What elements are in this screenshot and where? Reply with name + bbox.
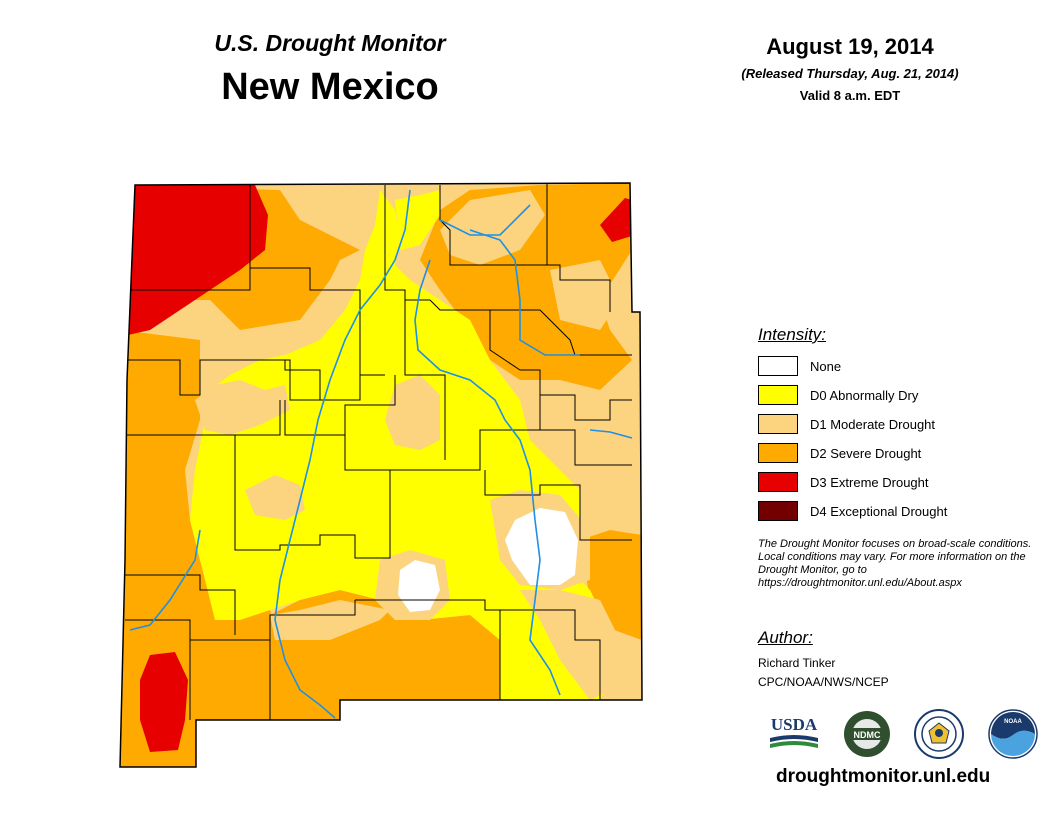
- legend-swatch: [758, 501, 798, 521]
- d3-area-northeast: [600, 198, 632, 242]
- map-subtitle: U.S. Drought Monitor: [214, 30, 446, 56]
- author-name: Richard Tinker: [758, 656, 836, 670]
- legend-label: None: [810, 358, 842, 374]
- usda-logo: USDA: [770, 715, 818, 748]
- d1-area-west-island: [245, 475, 305, 520]
- d1-area-south-band: [270, 600, 390, 640]
- county-borders: [120, 183, 632, 720]
- mora-river: [439, 204, 531, 236]
- website-url[interactable]: droughtmonitor.unl.edu: [776, 766, 991, 787]
- disclaimer-text: The Drought Monitor focuses on broad-sca…: [758, 538, 1032, 589]
- canadian-river: [469, 229, 580, 356]
- d2-area-south: [190, 590, 500, 720]
- d0-area-north-strip: [395, 190, 440, 250]
- map-title: New Mexico: [221, 66, 439, 108]
- legend-item: D0 Abnormally Dry: [758, 384, 918, 406]
- legend-swatch: [758, 443, 798, 463]
- legend-swatch: [758, 356, 798, 376]
- rivers: [129, 189, 633, 719]
- author-organization: CPC/NOAA/NWS/NCEP: [758, 675, 889, 689]
- d1-area-west-central: [195, 380, 290, 435]
- d3-area-southwest: [140, 652, 188, 752]
- noaa-logo: NOAA: [988, 709, 1038, 759]
- d1-area-northeast-pocket: [550, 260, 620, 330]
- d3-area-northwest: [128, 185, 268, 335]
- legend-item: D1 Moderate Drought: [758, 413, 935, 435]
- state-outline: [119, 182, 643, 768]
- legend-item: D2 Severe Drought: [758, 442, 921, 464]
- valid-time: Valid 8 a.m. EDT: [799, 88, 901, 103]
- rio-grande: [274, 189, 411, 719]
- d1-area-southeast-band: [520, 590, 620, 700]
- svg-text:USDA: USDA: [771, 715, 818, 734]
- new-mexico-drought-map: [119, 182, 643, 768]
- legend-item: D4 Exceptional Drought: [758, 500, 947, 522]
- d1-area-central-island: [385, 375, 440, 450]
- legend-label: D3 Extreme Drought: [810, 474, 929, 490]
- svg-text:NDMC: NDMC: [854, 730, 881, 740]
- legend-swatch: [758, 385, 798, 405]
- drought-areas: [120, 183, 642, 767]
- map-date: August 19, 2014: [766, 34, 934, 59]
- legend-title: Intensity:: [758, 325, 827, 344]
- east-river: [589, 429, 633, 439]
- author-heading: Author:: [758, 628, 813, 647]
- legend-item: None: [758, 355, 841, 377]
- legend-label: D2 Severe Drought: [810, 445, 922, 461]
- pecos-river: [414, 259, 561, 696]
- svg-text:NOAA: NOAA: [1004, 719, 1022, 725]
- d1-area-north-pocket: [440, 190, 545, 265]
- ndmc-logo: NDMC: [844, 711, 890, 757]
- commerce-seal: [914, 709, 964, 759]
- none-area-south: [398, 560, 440, 612]
- gila-river: [129, 529, 201, 631]
- legend-label: D0 Abnormally Dry: [810, 387, 919, 403]
- legend-label: D4 Exceptional Drought: [810, 503, 948, 519]
- legend-item: D3 Extreme Drought: [758, 471, 929, 493]
- legend-label: D1 Moderate Drought: [810, 416, 936, 432]
- release-date: (Released Thursday, Aug. 21, 2014): [741, 66, 959, 81]
- legend-swatch: [758, 472, 798, 492]
- legend-swatch: [758, 414, 798, 434]
- none-area-east: [505, 508, 578, 585]
